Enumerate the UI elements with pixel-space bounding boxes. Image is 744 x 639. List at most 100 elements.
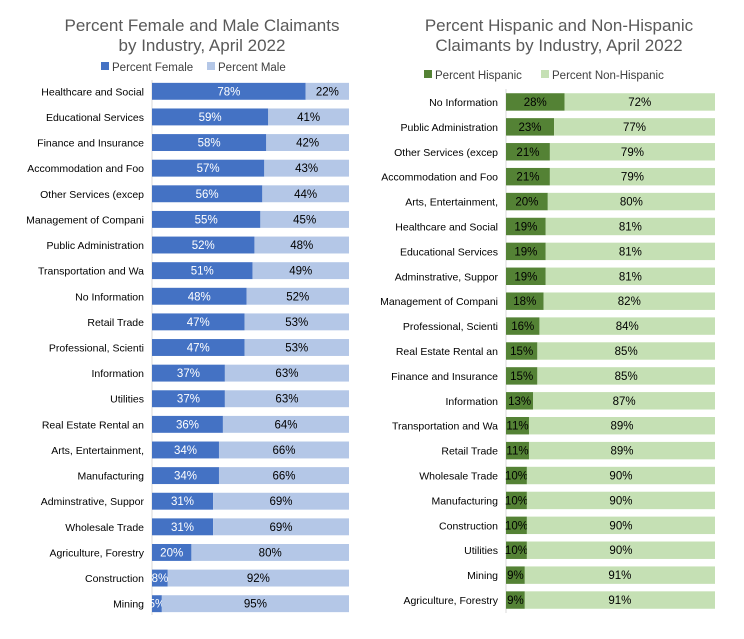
bar-segment-secondary — [167, 569, 349, 587]
bar-segment-primary — [506, 367, 538, 385]
chart-title-line-1: Percent Hispanic and Non-Hispanic — [425, 16, 694, 35]
data-label: 21% — [516, 147, 539, 159]
category-label: Finance and Insurance — [37, 138, 144, 150]
bar-segment-primary — [506, 541, 527, 559]
bars: Healthcare and Social 78% 22% Educational S… — [26, 82, 349, 613]
bar-segment-secondary — [260, 210, 349, 228]
data-label: 92% — [247, 573, 270, 585]
bar-segment-primary — [152, 236, 255, 254]
data-label: 21% — [516, 172, 539, 184]
legend: Percent Female Percent Male — [101, 62, 286, 74]
bar-segment-secondary — [224, 390, 349, 408]
data-label: 56% — [196, 189, 219, 201]
bar-segment-secondary — [262, 185, 349, 203]
bar-segment-secondary — [305, 82, 349, 100]
bars: No Information 28% 72% Public Administratio… — [380, 93, 715, 609]
bar-segment-primary — [152, 134, 267, 152]
category-label: Other Services (excep — [40, 189, 144, 201]
data-label: 77% — [623, 122, 646, 134]
bar-segment-primary — [152, 262, 253, 280]
category-label: Healthcare and Social — [395, 221, 498, 233]
data-label: 90% — [609, 545, 632, 557]
data-label: 45% — [293, 214, 316, 226]
legend-label-non-hispanic: Percent Non-Hispanic — [552, 70, 664, 82]
data-label: 41% — [297, 112, 320, 124]
data-label: 10% — [505, 520, 528, 532]
data-label: 85% — [615, 371, 638, 383]
category-label: Mining — [467, 570, 498, 582]
bar-segment-primary — [152, 159, 265, 177]
bar-segment-primary — [152, 390, 225, 408]
bar-segment-primary — [152, 339, 245, 356]
category-label: Agriculture, Forestry — [49, 547, 144, 559]
data-label: 69% — [270, 522, 293, 534]
bar-segment-primary — [506, 566, 525, 584]
data-label: 66% — [272, 471, 295, 483]
bar-segment-primary — [506, 167, 550, 186]
data-label: 48% — [188, 291, 211, 303]
legend-swatch-non-hispanic — [541, 70, 549, 78]
data-label: 64% — [274, 419, 297, 431]
category-label: Information — [445, 396, 498, 408]
category-label: Finance and Insurance — [391, 371, 498, 383]
data-label: 37% — [177, 394, 200, 406]
bar-segment-secondary — [244, 339, 349, 356]
data-label: 13% — [508, 396, 531, 408]
data-label: 36% — [176, 419, 199, 431]
bar-segment-secondary — [161, 595, 349, 613]
legend-label-hispanic: Percent Hispanic — [435, 70, 522, 82]
bar-segment-secondary — [218, 467, 349, 485]
bar-segment-secondary — [549, 143, 715, 161]
category-label: Construction — [439, 520, 498, 532]
data-label: 63% — [275, 394, 298, 406]
bar-segment-secondary — [533, 392, 715, 410]
bar-segment-primary — [506, 392, 534, 410]
data-label: 11% — [506, 421, 528, 433]
category-label: Arts, Entertainment, — [405, 197, 498, 209]
category-label: Adminstrative, Suppor — [41, 496, 145, 508]
bar-segment-secondary — [526, 491, 715, 510]
bar-segment-secondary — [244, 313, 349, 331]
bar-segment-primary — [152, 185, 263, 203]
data-label: 23% — [519, 122, 542, 134]
bar-segment-primary — [152, 441, 219, 459]
data-label: 49% — [289, 266, 312, 278]
category-label: No Information — [75, 291, 144, 303]
bar-segment-primary — [152, 595, 162, 613]
category-label: Public Administration — [401, 122, 499, 134]
data-label: 72% — [628, 97, 651, 109]
category-label: Management of Compani — [380, 296, 498, 308]
ethnicity-chart: Percent Hispanic and Non-Hispanic Claima… — [380, 16, 715, 613]
data-label: 44% — [294, 189, 317, 201]
category-label: Management of Compani — [26, 214, 144, 226]
data-label: 19% — [514, 221, 537, 233]
bar-segment-secondary — [526, 466, 715, 485]
data-label: 63% — [275, 368, 298, 380]
data-label: 81% — [619, 271, 642, 283]
category-label: Adminstrative, Suppor — [395, 271, 499, 283]
data-label: 78% — [217, 86, 240, 98]
data-label: 57% — [197, 163, 220, 175]
category-label: Arts, Entertainment, — [51, 445, 144, 457]
bar-segment-secondary — [213, 518, 349, 536]
legend-label-male: Percent Male — [218, 62, 286, 74]
bar-segment-secondary — [222, 415, 349, 433]
category-label: Real Estate Rental an — [396, 346, 498, 358]
data-label: 31% — [171, 522, 194, 534]
legend-swatch-hispanic — [424, 70, 432, 78]
data-label: 10% — [505, 495, 528, 507]
bar-segment-secondary — [554, 118, 715, 136]
bar-segment-primary — [506, 516, 527, 535]
category-label: Utilities — [464, 545, 498, 557]
data-label: 84% — [616, 321, 639, 333]
bar-segment-primary — [506, 143, 550, 161]
bar-segment-secondary — [537, 367, 715, 385]
data-label: 79% — [621, 147, 644, 159]
bar-segment-primary — [506, 217, 546, 236]
bar-segment-secondary — [528, 441, 715, 460]
bar-segment-primary — [506, 93, 565, 111]
category-label: Accommodation and Foo — [381, 172, 498, 184]
bar-segment-secondary — [549, 167, 715, 186]
legend-swatch-female — [101, 62, 109, 70]
bar-segment-primary — [152, 287, 247, 305]
